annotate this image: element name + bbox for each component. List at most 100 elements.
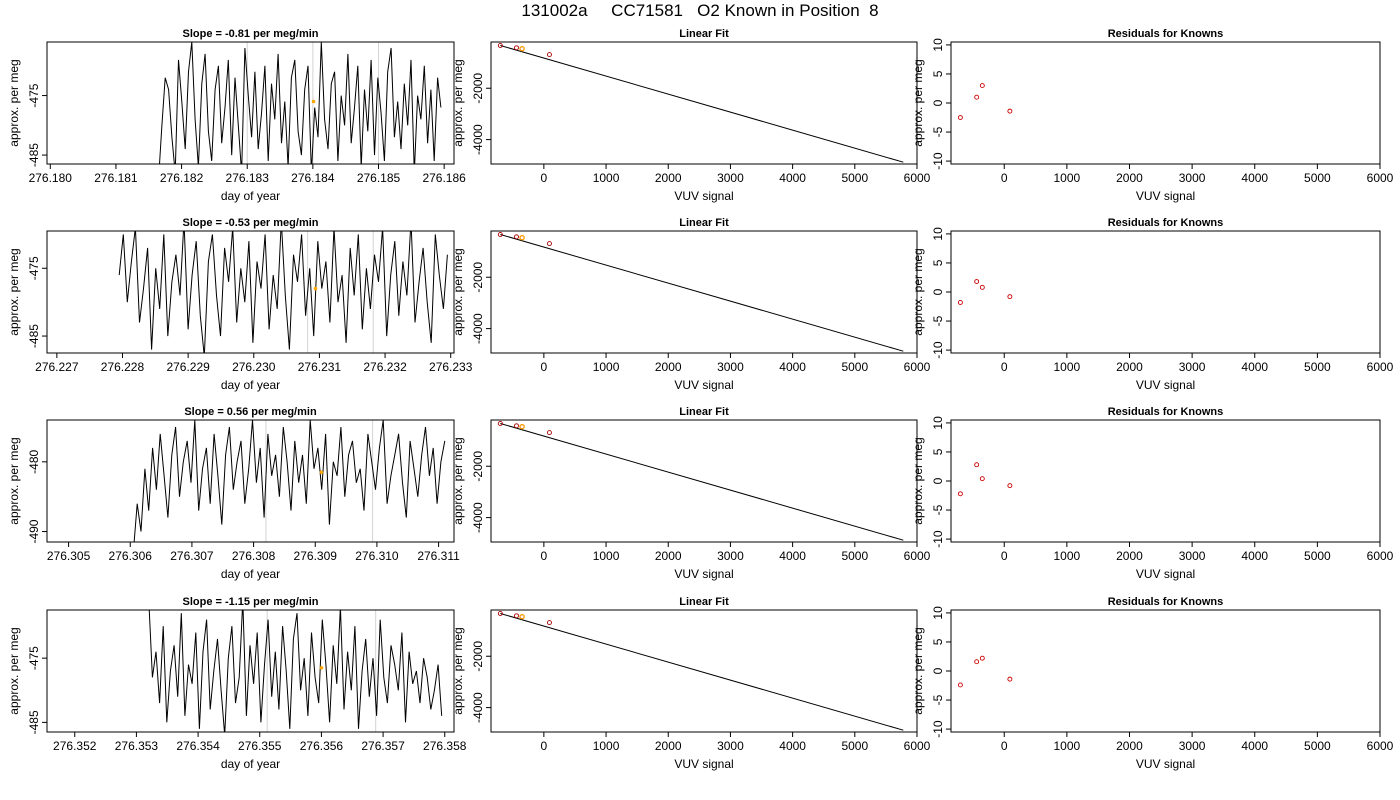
highlight-point — [319, 665, 324, 670]
panel-fit-row-2: Linear Fit 0 1000 2000 3000 4000 5000 6000 -2000… — [451, 217, 931, 392]
residual-point — [957, 491, 963, 497]
x-tick-label: 6000 — [1367, 549, 1394, 563]
data-point — [497, 232, 503, 237]
y-tick-label: -475 — [27, 646, 41, 670]
panel-residuals-row-4: Residuals for Knowns 0 1000 2000 3000 4000 500… — [911, 596, 1394, 771]
plot-frame — [46, 609, 455, 733]
data-layer — [497, 232, 904, 352]
panel-title: Slope = -0.81 per meg/min — [182, 28, 318, 40]
y-tick-label: -5 — [931, 126, 945, 137]
y-axis-label: approx. per meg — [451, 248, 465, 335]
y-tick-label: -480 — [27, 450, 41, 474]
data-point — [547, 620, 552, 626]
x-axis-label: day of year — [221, 378, 280, 392]
y-tick-label: -4000 — [471, 502, 485, 533]
x-tick-label: 0 — [1001, 360, 1008, 374]
data-layer — [497, 43, 904, 163]
y-axis-label: approx. per meg — [911, 59, 925, 146]
x-tick-label: 1000 — [593, 739, 620, 753]
y-tick-label: -5 — [931, 504, 945, 515]
x-tick-label: 276.309 — [294, 549, 338, 563]
residual-point — [1007, 108, 1013, 114]
residual-point — [1007, 483, 1013, 489]
x-tick-label: 276.353 — [115, 739, 159, 753]
highlight-point — [311, 99, 316, 104]
panel-title: Residuals for Knowns — [1108, 406, 1224, 418]
highlight-point — [519, 45, 525, 52]
panel-timeseries-row-4: Slope = -1.15 per meg/min 276.352 276.353 2… — [7, 596, 467, 771]
y-tick-label: 10 — [931, 227, 945, 241]
x-tick-label: 3000 — [1179, 171, 1206, 185]
plot-frame — [950, 41, 1381, 165]
series-line — [133, 420, 446, 542]
residual-point — [957, 115, 963, 120]
y-axis-label: approx. per meg — [451, 59, 465, 146]
panel-timeseries-row-2: Slope = -0.53 per meg/min 276.227 276.228 2… — [7, 217, 473, 392]
fit-line — [500, 233, 904, 352]
x-tick-label: 5000 — [841, 549, 868, 563]
data-layer — [957, 655, 1013, 688]
x-tick-label: 4000 — [1241, 171, 1268, 185]
y-axis-label: approx. per meg — [7, 627, 21, 714]
x-tick-label: 276.186 — [422, 171, 466, 185]
x-tick-label: 3000 — [717, 360, 744, 374]
x-tick-label: 276.227 — [35, 360, 79, 374]
x-tick-label: 0 — [1001, 549, 1008, 563]
x-tick-label: 1000 — [593, 360, 620, 374]
y-tick-label: 0 — [931, 477, 945, 484]
x-tick-label: 276.358 — [423, 739, 467, 753]
x-axis-label: VUV signal — [674, 378, 733, 392]
x-tick-label: 4000 — [779, 549, 806, 563]
x-tick-label: 276.310 — [355, 549, 399, 563]
x-axis-label: VUV signal — [1136, 378, 1195, 392]
y-tick-label: 10 — [931, 416, 945, 430]
panel-residuals-row-1: Residuals for Knowns 0 1000 2000 3000 4000 500… — [911, 28, 1394, 203]
panel-title: Linear Fit — [679, 406, 729, 418]
x-axis-label: day of year — [221, 757, 280, 771]
highlight-point — [519, 613, 525, 620]
x-tick-label: 2000 — [655, 739, 682, 753]
x-tick-label: 5000 — [1304, 549, 1331, 563]
x-tick-label: 6000 — [1367, 739, 1394, 753]
x-tick-label: 276.229 — [166, 360, 210, 374]
panel-title: Linear Fit — [679, 217, 729, 229]
x-tick-label: 3000 — [717, 739, 744, 753]
panel-fit-row-4: Linear Fit 0 1000 2000 3000 4000 5000 6000 -2000… — [451, 596, 931, 771]
x-tick-label: 0 — [1001, 171, 1008, 185]
x-tick-label: 276.228 — [101, 360, 145, 374]
plot-frame — [950, 609, 1381, 733]
x-tick-label: 2000 — [1116, 549, 1143, 563]
y-tick-label: -4000 — [471, 692, 485, 723]
y-tick-label: -5 — [931, 315, 945, 326]
x-axis-label: VUV signal — [674, 189, 733, 203]
x-tick-label: 2000 — [655, 549, 682, 563]
x-tick-label: 0 — [541, 549, 548, 563]
x-axis-label: VUV signal — [674, 567, 733, 581]
series-line — [148, 610, 443, 732]
data-point — [547, 52, 552, 58]
y-tick-label: -485 — [27, 324, 41, 348]
data-point — [547, 430, 552, 436]
panel-residuals-row-2: Residuals for Knowns 0 1000 2000 3000 4000 500… — [911, 217, 1394, 392]
x-tick-label: 4000 — [779, 360, 806, 374]
panel-fit-row-1: Linear Fit 0 1000 2000 3000 4000 5000 6000 -2000… — [451, 28, 931, 203]
panel-title: Residuals for Knowns — [1108, 28, 1224, 40]
x-tick-label: 2000 — [655, 360, 682, 374]
x-tick-label: 4000 — [779, 739, 806, 753]
plot-frame — [46, 419, 455, 543]
x-tick-label: 276.308 — [232, 549, 276, 563]
x-axis-label: VUV signal — [1136, 757, 1195, 771]
residual-point — [974, 462, 980, 468]
y-tick-label: -2000 — [471, 262, 485, 293]
x-axis-label: VUV signal — [674, 757, 733, 771]
x-tick-label: 5000 — [841, 360, 868, 374]
y-tick-label: 0 — [931, 288, 945, 295]
data-layer — [497, 421, 904, 541]
x-tick-label: 6000 — [1367, 360, 1394, 374]
fit-line — [500, 44, 904, 163]
residual-point — [957, 682, 963, 688]
x-tick-label: 1000 — [593, 549, 620, 563]
panel-timeseries-row-3: Slope = 0.56 per meg/min 276.305 276.306 27… — [7, 406, 460, 581]
y-tick-label: 10 — [931, 606, 945, 620]
